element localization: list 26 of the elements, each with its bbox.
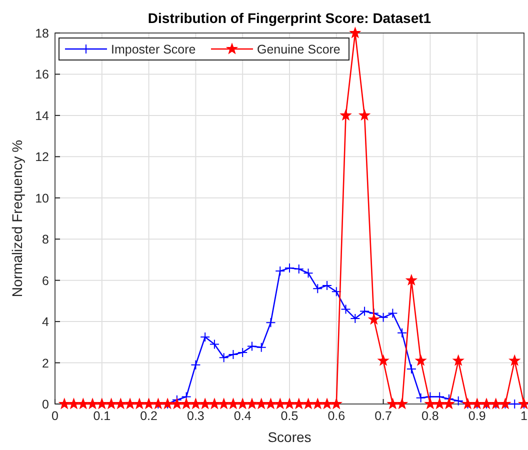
x-tick-label: 0.5	[280, 409, 298, 423]
x-tick-label: 1	[520, 409, 528, 423]
y-tick-label: 6	[42, 274, 50, 288]
y-tick-label: 10	[35, 191, 50, 206]
x-tick-label: 0.6	[328, 409, 346, 423]
legend-label: Imposter Score	[111, 42, 196, 56]
x-tick-label: 0.8	[422, 409, 439, 423]
x-tick-label: 0.3	[187, 409, 204, 423]
x-tick-label: 0.2	[140, 409, 158, 423]
y-tick-label: 18	[35, 26, 50, 40]
y-tick-label: 4	[42, 315, 50, 330]
legend-label: Genuine Score	[257, 42, 340, 56]
x-tick-label: 0.4	[234, 409, 252, 423]
x-axis-title: Scores	[268, 429, 312, 445]
x-tick-label: 0	[52, 409, 59, 423]
y-tick-label: 16	[35, 68, 50, 82]
y-tick-label: 0	[42, 398, 50, 412]
y-tick-label: 12	[35, 150, 50, 164]
y-tick-label: 8	[42, 232, 50, 247]
chart-title: Distribution of Fingerprint Score: Dataset1	[148, 10, 432, 26]
y-tick-label: 2	[42, 356, 50, 370]
x-tick-label: 0.1	[93, 409, 111, 423]
x-tick-label: 0.7	[374, 409, 392, 423]
y-tick-label: 14	[35, 108, 50, 123]
y-axis-title: Normalized Frequency %	[9, 140, 25, 298]
x-tick-label: 0.9	[468, 409, 486, 423]
